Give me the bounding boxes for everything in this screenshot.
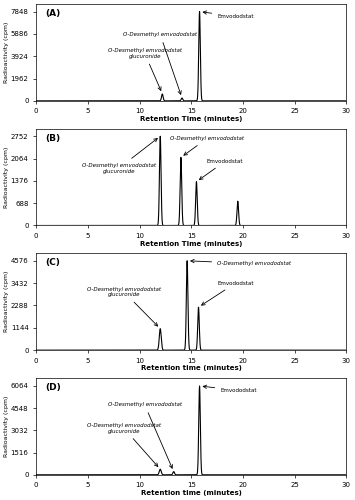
X-axis label: Retention time (minutes): Retention time (minutes) — [141, 365, 242, 371]
Text: Emvododstat: Emvododstat — [202, 280, 253, 305]
Y-axis label: Radioactivity (cpm): Radioactivity (cpm) — [4, 271, 10, 332]
Text: O-Desmethyl emvododstat: O-Desmethyl emvododstat — [191, 260, 291, 266]
Text: O-Desmethyl emvododstat: O-Desmethyl emvododstat — [123, 32, 197, 94]
Text: (D): (D) — [45, 383, 61, 392]
Text: O-Desmethyl emvododstat
glucuronide: O-Desmethyl emvododstat glucuronide — [82, 138, 157, 173]
Y-axis label: Radioactivity (cpm): Radioactivity (cpm) — [4, 396, 9, 457]
Text: O-Desmethyl emvododstat: O-Desmethyl emvododstat — [108, 402, 182, 468]
Text: O-Desmethyl emvododstat
glucuronide: O-Desmethyl emvododstat glucuronide — [87, 423, 161, 467]
Text: O-Desmethyl emvododstat: O-Desmethyl emvododstat — [170, 136, 244, 155]
Text: (B): (B) — [45, 134, 61, 142]
X-axis label: Retention Time (minutes): Retention Time (minutes) — [140, 240, 242, 246]
Text: O-Desmethyl emvododstat
glucuronide: O-Desmethyl emvododstat glucuronide — [87, 286, 161, 326]
Text: Emvododstat: Emvododstat — [203, 385, 257, 393]
Text: Emvododstat: Emvododstat — [200, 159, 243, 180]
Y-axis label: Radioactivity (cpm): Radioactivity (cpm) — [4, 22, 9, 83]
X-axis label: Retention Time (minutes): Retention Time (minutes) — [140, 116, 242, 122]
Text: (C): (C) — [45, 258, 60, 268]
X-axis label: Retention time (minutes): Retention time (minutes) — [141, 490, 242, 496]
Text: O-Desmethyl emvododstat
glucuronide: O-Desmethyl emvododstat glucuronide — [108, 48, 182, 90]
Text: Emvododstat: Emvododstat — [203, 11, 253, 19]
Y-axis label: Radioactivity (cpm): Radioactivity (cpm) — [4, 146, 9, 208]
Text: (A): (A) — [45, 9, 61, 18]
